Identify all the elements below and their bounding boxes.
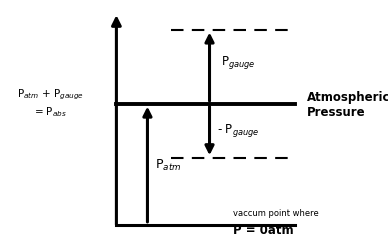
Text: = P$_{abs}$: = P$_{abs}$ [34,105,67,119]
Text: Pressure: Pressure [307,106,365,119]
Text: P$_{atm}$: P$_{atm}$ [155,158,182,173]
Text: P$_{atm}$ + P$_{gauge}$: P$_{atm}$ + P$_{gauge}$ [17,88,84,102]
Text: P = 0atm: P = 0atm [233,225,293,237]
Text: vaccum point where: vaccum point where [233,209,319,218]
Text: Atmospheric: Atmospheric [307,91,388,104]
Text: P$_{gauge}$: P$_{gauge}$ [221,55,256,71]
Text: - P$_{gauge}$: - P$_{gauge}$ [217,123,260,139]
